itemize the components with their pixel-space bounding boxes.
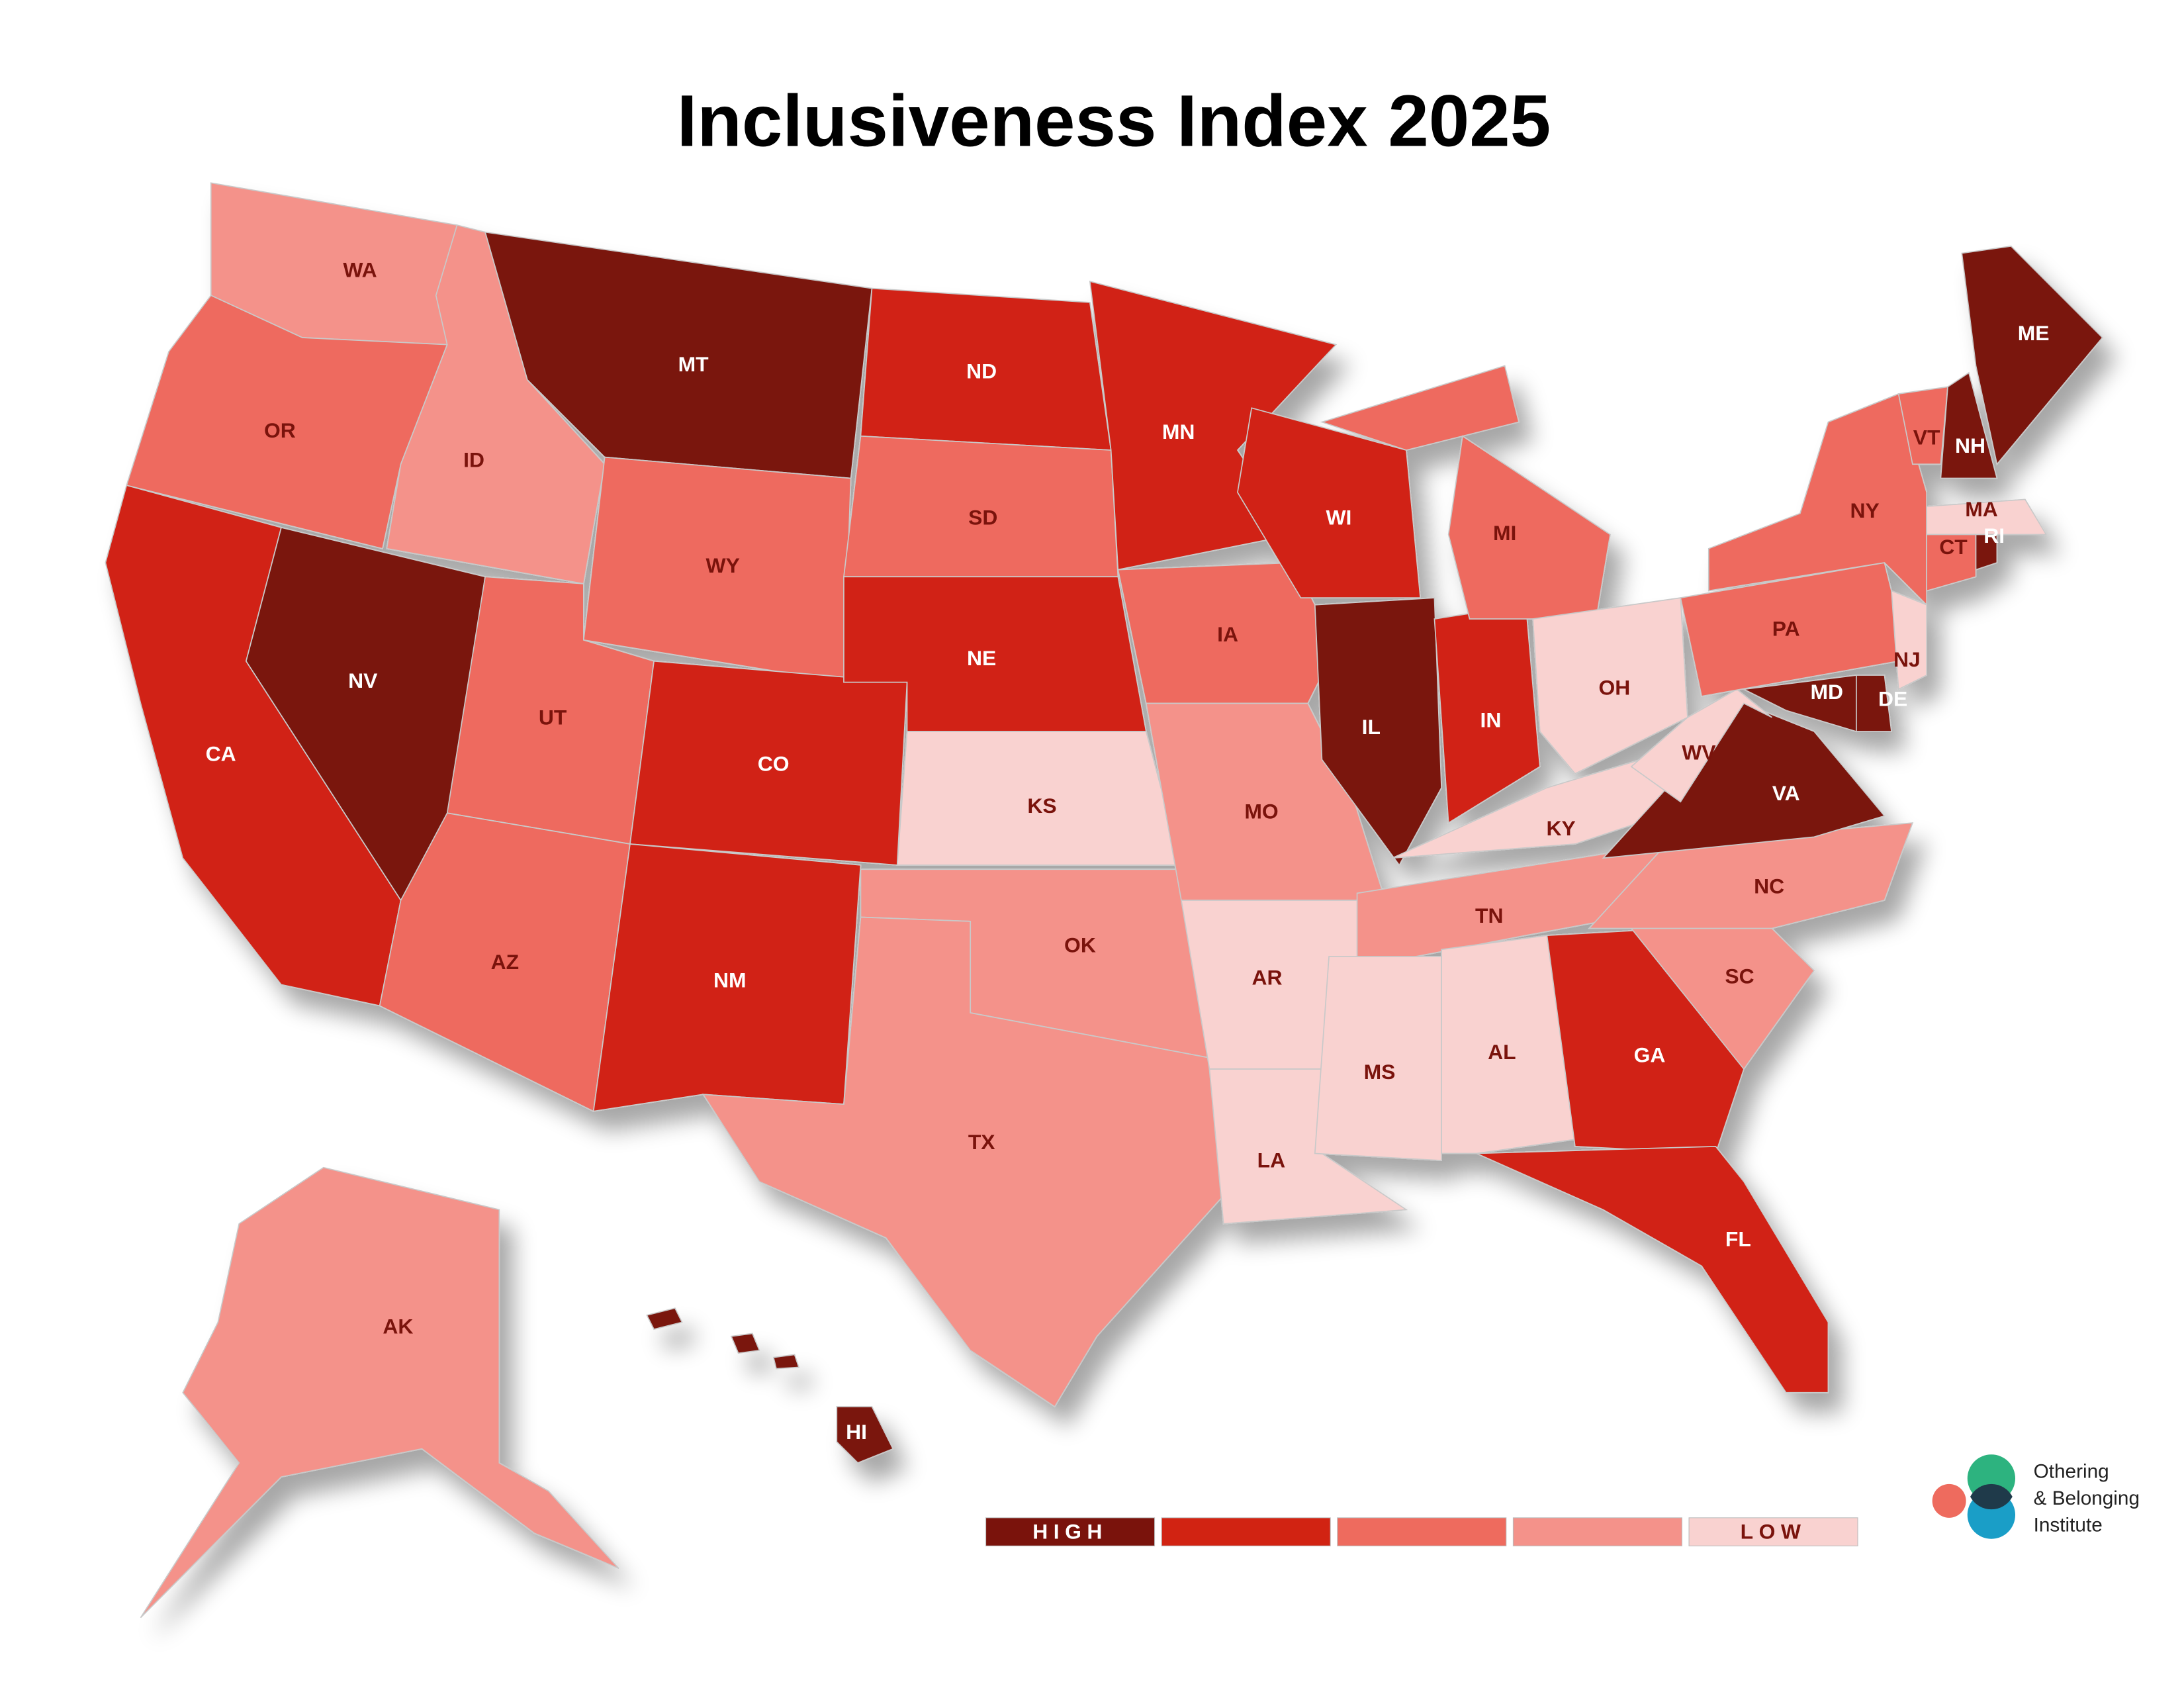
- state-label: FL: [1725, 1227, 1751, 1251]
- logo: Othering & Belonging Institute: [1932, 1454, 2140, 1539]
- state-label: WY: [706, 553, 740, 577]
- state-label: NM: [713, 968, 747, 992]
- state-label: VT: [1913, 425, 1940, 449]
- state-label: CO: [758, 751, 790, 775]
- state-label: IA: [1217, 622, 1238, 646]
- state-label: OR: [264, 418, 296, 442]
- state-label: VA: [1772, 781, 1800, 805]
- state-shape: [1891, 590, 1927, 690]
- state-shape: [1707, 393, 1927, 606]
- legend-label: HIGH: [1032, 1520, 1108, 1544]
- state-label: LA: [1257, 1149, 1285, 1172]
- legend-swatch: [1337, 1517, 1507, 1546]
- logo-text: Institute: [2034, 1514, 2103, 1536]
- state-shape: [1237, 407, 1422, 598]
- legend-swatch: [1512, 1517, 1682, 1546]
- state-label: RI: [1983, 524, 2005, 547]
- state-label: NJ: [1893, 647, 1921, 671]
- state-label: ID: [463, 447, 484, 471]
- state-label: TX: [968, 1130, 995, 1154]
- state-shape: [1926, 534, 1977, 592]
- logo-text: Othering: [2034, 1461, 2109, 1483]
- state-label: MN: [1162, 420, 1195, 444]
- state-shape: [1975, 534, 1998, 571]
- state-label: NV: [348, 669, 378, 692]
- state-label: NE: [967, 646, 996, 670]
- legend-swatch: [985, 1517, 1156, 1546]
- state-label: ND: [966, 359, 997, 383]
- state-label: CT: [1939, 535, 1968, 559]
- logo-circle: [1932, 1483, 1966, 1518]
- state-shape: [379, 812, 631, 1113]
- state-shape: [1940, 371, 1998, 479]
- state-label: OK: [1064, 933, 1096, 957]
- state-label: ME: [2018, 321, 2050, 345]
- state-label: CA: [206, 742, 236, 766]
- state-label: IN: [1480, 708, 1501, 732]
- state-label: MO: [1244, 800, 1278, 823]
- state-shape: [140, 1166, 619, 1618]
- state-label: SC: [1725, 964, 1754, 988]
- state-shape: [1856, 675, 1892, 732]
- legend: HIGH LOW: [985, 1517, 1858, 1546]
- state-label: KY: [1547, 816, 1576, 840]
- state-shape: [646, 1307, 894, 1464]
- state-label: MI: [1493, 521, 1516, 545]
- legend-label: LOW: [1741, 1520, 1807, 1544]
- map-title: Inclusiveness Index 2025: [677, 80, 1551, 162]
- state-label: KS: [1027, 794, 1056, 818]
- state-label: PA: [1772, 616, 1800, 640]
- state-shape: [126, 295, 448, 549]
- state-shape: [1897, 386, 1948, 465]
- state-shape: [1314, 956, 1442, 1162]
- state-label: MA: [1965, 497, 1998, 521]
- state-label: AK: [383, 1314, 413, 1338]
- state-label: GA: [1634, 1043, 1666, 1066]
- state-label: IL: [1362, 715, 1381, 739]
- legend-swatch: [1688, 1517, 1858, 1546]
- state-label: NY: [1850, 498, 1880, 522]
- state-label: UT: [539, 705, 567, 729]
- state-label: WV: [1682, 740, 1716, 764]
- state-label: MD: [1810, 680, 1843, 704]
- state-label: TN: [1475, 904, 1503, 927]
- legend-swatch: [1161, 1517, 1331, 1546]
- state-shape: [1314, 597, 1442, 867]
- state-labels: WA OR CA NV ID MT WY UT AZ CO NM ND SD NE KS OK TX MN IA MO…: [206, 258, 2050, 1444]
- state-shape: [1476, 1145, 1829, 1393]
- state-shape: [1926, 498, 2048, 536]
- state-label: OH: [1599, 676, 1631, 700]
- state-label: NH: [1955, 434, 1985, 457]
- state-label: MT: [678, 352, 709, 376]
- state-shape: [1441, 935, 1576, 1154]
- state-label: AL: [1488, 1040, 1516, 1064]
- logo-text: & Belonging: [2034, 1487, 2140, 1509]
- state-label: MS: [1364, 1060, 1396, 1084]
- state-shape: [1532, 597, 1688, 774]
- state-label: DE: [1878, 687, 1907, 711]
- state-shape: [1961, 246, 2103, 466]
- states: [105, 182, 2103, 1618]
- state-label: WA: [343, 258, 377, 282]
- state-shape: [702, 916, 1224, 1408]
- state-label: HI: [846, 1420, 867, 1444]
- state-label: NC: [1754, 874, 1784, 898]
- state-label: SD: [968, 506, 997, 530]
- logo-overlap: [1970, 1483, 2013, 1510]
- state-shape: [1630, 688, 1772, 803]
- state-label: AZ: [491, 950, 519, 974]
- state-label: WI: [1326, 506, 1351, 530]
- state-label: AR: [1252, 965, 1283, 989]
